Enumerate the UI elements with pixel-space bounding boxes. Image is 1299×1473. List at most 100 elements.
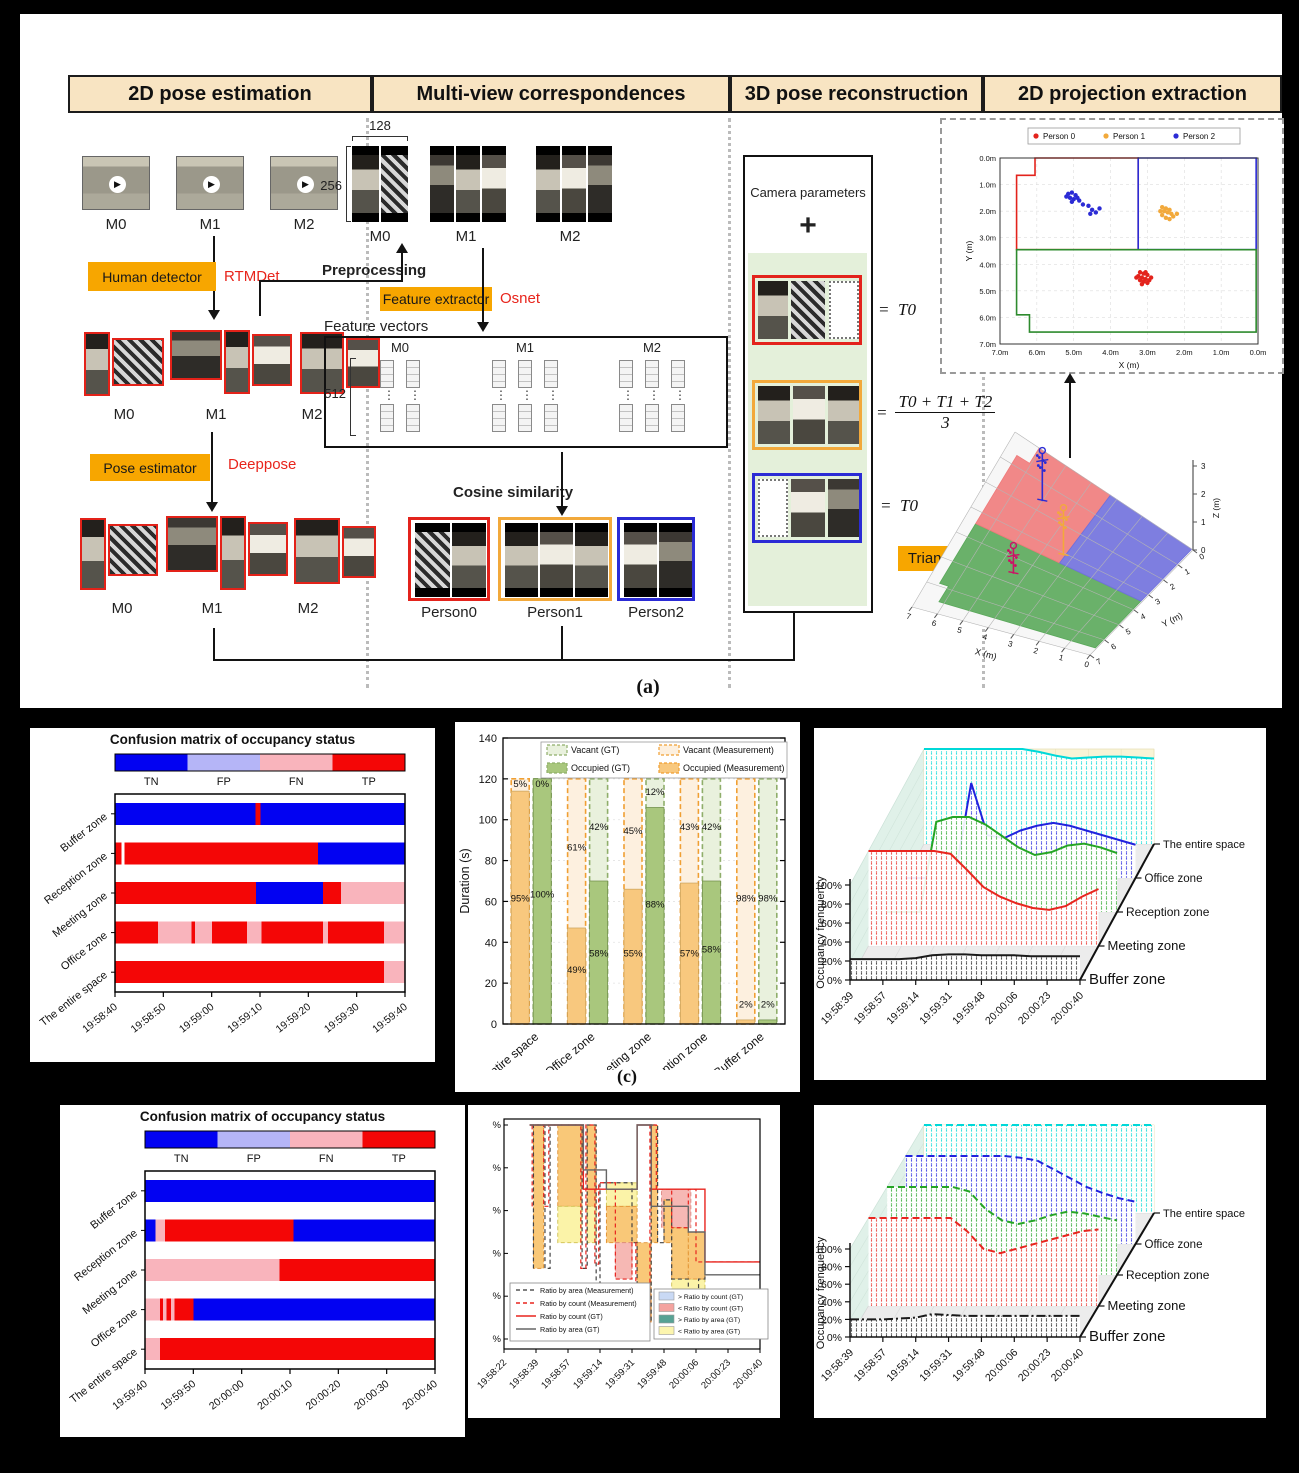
scatter-point (1089, 207, 1095, 213)
cm-segment-TN (256, 882, 323, 904)
fused-crop (793, 386, 825, 444)
cm-segment-FN (170, 1298, 175, 1321)
svg-text:Vacant (Measurement): Vacant (Measurement) (683, 745, 774, 755)
svg-text:The entire space: The entire space (1163, 1208, 1245, 1220)
flow-arrow-down (206, 502, 218, 512)
feature-vector-icon (518, 360, 532, 388)
svg-text:20:00:10: 20:00:10 (255, 1378, 295, 1413)
svg-text:Ratio by area (GT): Ratio by area (GT) (540, 1325, 600, 1334)
svg-text:4.0m: 4.0m (979, 260, 996, 269)
svg-text:Ratio by area (Measurement): Ratio by area (Measurement) (540, 1286, 633, 1295)
camera-parameters-label: Camera parameters (750, 185, 866, 200)
cosine-similarity-label: Cosine similarity (453, 484, 574, 501)
pose-crop (220, 516, 246, 590)
cm-segment-WH (121, 842, 125, 865)
svg-text:60%: 60% (821, 1279, 842, 1291)
wf2-chart: 0% 20% 40% 60% 80% 100% Occupancy frenquency 19… (814, 1105, 1266, 1418)
cm1-chart: TN FP FN TP Buffer zone Reception zone Meeting… (30, 728, 435, 1062)
cm-segment-TP (160, 1338, 435, 1361)
mv-crop (588, 146, 612, 222)
svg-text:40%: 40% (821, 937, 842, 949)
cm-segment-TP (212, 921, 247, 944)
ratio-region (650, 1124, 659, 1244)
svg-text:2: 2 (1032, 646, 1039, 656)
svg-text:Ratio by count (Measurement): Ratio by count (Measurement) (540, 1299, 637, 1308)
fused-crop (828, 479, 859, 537)
cm-segment-TP (166, 1298, 171, 1321)
pose-label-m1: M1 (201, 600, 223, 617)
header-label: 2D pose estimation (128, 82, 312, 105)
column-divider (366, 118, 369, 688)
scatter-point (1139, 282, 1145, 287)
person-crop (170, 330, 222, 380)
cm-segment-TP (115, 842, 122, 865)
svg-text:58%: 58% (589, 949, 609, 960)
fused-crop (791, 281, 825, 339)
scatter-point (1159, 212, 1165, 218)
osnet-label: Osnet (500, 290, 541, 307)
mv-crop (536, 146, 560, 222)
feature-vector-icon (406, 404, 420, 432)
svg-text:7.0m: 7.0m (979, 340, 996, 349)
svg-text:2%: 2% (761, 1000, 775, 1011)
cm-segment-TP (115, 961, 384, 984)
cm-segment-FN (322, 921, 328, 944)
svg-text:%: % (493, 1248, 502, 1259)
vector-ellipsis: ⋮ (648, 388, 660, 402)
svg-text:20:00:06: 20:00:06 (983, 1347, 1020, 1384)
bars-svg: 95% 100%5% 0%The entire space49%58%61%42%O… (458, 733, 788, 1098)
play-icon: ▶ (203, 176, 220, 193)
bar-occupied-gt (645, 807, 665, 1025)
svg-text:61%: 61% (567, 842, 587, 853)
flow-arrow-down (477, 322, 489, 332)
svg-text:12%: 12% (645, 787, 665, 798)
height-bracket (346, 146, 351, 222)
person2-label: Person2 (628, 604, 684, 621)
cm-segment-FN (155, 1219, 166, 1242)
svg-text:1: 1 (1183, 567, 1192, 577)
column-divider (982, 118, 985, 688)
feature-vector-icon (619, 404, 633, 432)
svg-text:3.0m: 3.0m (979, 234, 996, 243)
wf1-chart: 0% 20% 40% 60% 80% 100% Occupancy frenquency 19… (814, 728, 1266, 1080)
mv-label-m2: M2 (559, 228, 581, 245)
vector-ellipsis: ⋮ (622, 388, 634, 402)
wf2-svg: 0%20%40%60%80%100%Occupancy frenquency19… (815, 1123, 1245, 1384)
svg-text:Reception zone: Reception zone (1126, 1268, 1210, 1282)
svg-text:140: 140 (479, 733, 497, 745)
series-buffer-zone (850, 953, 1080, 980)
occupancy-3d-panel-2: 0% 20% 40% 60% 80% 100% Occupancy frenquency 19… (814, 1105, 1266, 1418)
cm-segment-TP (160, 1298, 163, 1321)
cm2-chart: TN FP FN TP Buffer zone Reception zone Meeting… (60, 1105, 465, 1437)
person-crop (112, 338, 164, 386)
cm-segment-TP (279, 1259, 435, 1281)
svg-text:5: 5 (956, 625, 963, 635)
feature-vectors-box (324, 336, 728, 448)
fused-row-red (752, 275, 862, 345)
flow-arrow-down (556, 506, 568, 516)
flow-line (211, 432, 213, 504)
svg-text:7: 7 (905, 612, 912, 622)
svg-text:TP: TP (392, 1153, 406, 1165)
svg-text:TP: TP (362, 776, 376, 788)
svg-text:1.0m: 1.0m (1213, 348, 1230, 357)
mv-label-m1: M1 (455, 228, 477, 245)
scatter-point (1080, 202, 1086, 207)
svg-text:88%: 88% (645, 900, 665, 911)
subfigure-label-a: (a) (636, 676, 660, 698)
plus-sign: + (799, 209, 817, 242)
svg-text:20:00:23: 20:00:23 (1016, 990, 1053, 1027)
svg-text:19:59:40: 19:59:40 (110, 1378, 150, 1413)
bar-occupied-measurement (510, 790, 530, 1025)
formula-t0-row1: = T0 (878, 300, 916, 319)
svg-text:19:58:57: 19:58:57 (852, 1347, 889, 1384)
svg-text:The entire space: The entire space (1163, 839, 1245, 851)
svg-text:19:58:39: 19:58:39 (507, 1357, 541, 1391)
svg-text:5.0m: 5.0m (1065, 348, 1082, 357)
svg-text:20:00:20: 20:00:20 (304, 1378, 344, 1413)
person1-group (498, 517, 612, 601)
ratio-region (671, 1227, 689, 1280)
svg-text:42%: 42% (589, 822, 609, 833)
